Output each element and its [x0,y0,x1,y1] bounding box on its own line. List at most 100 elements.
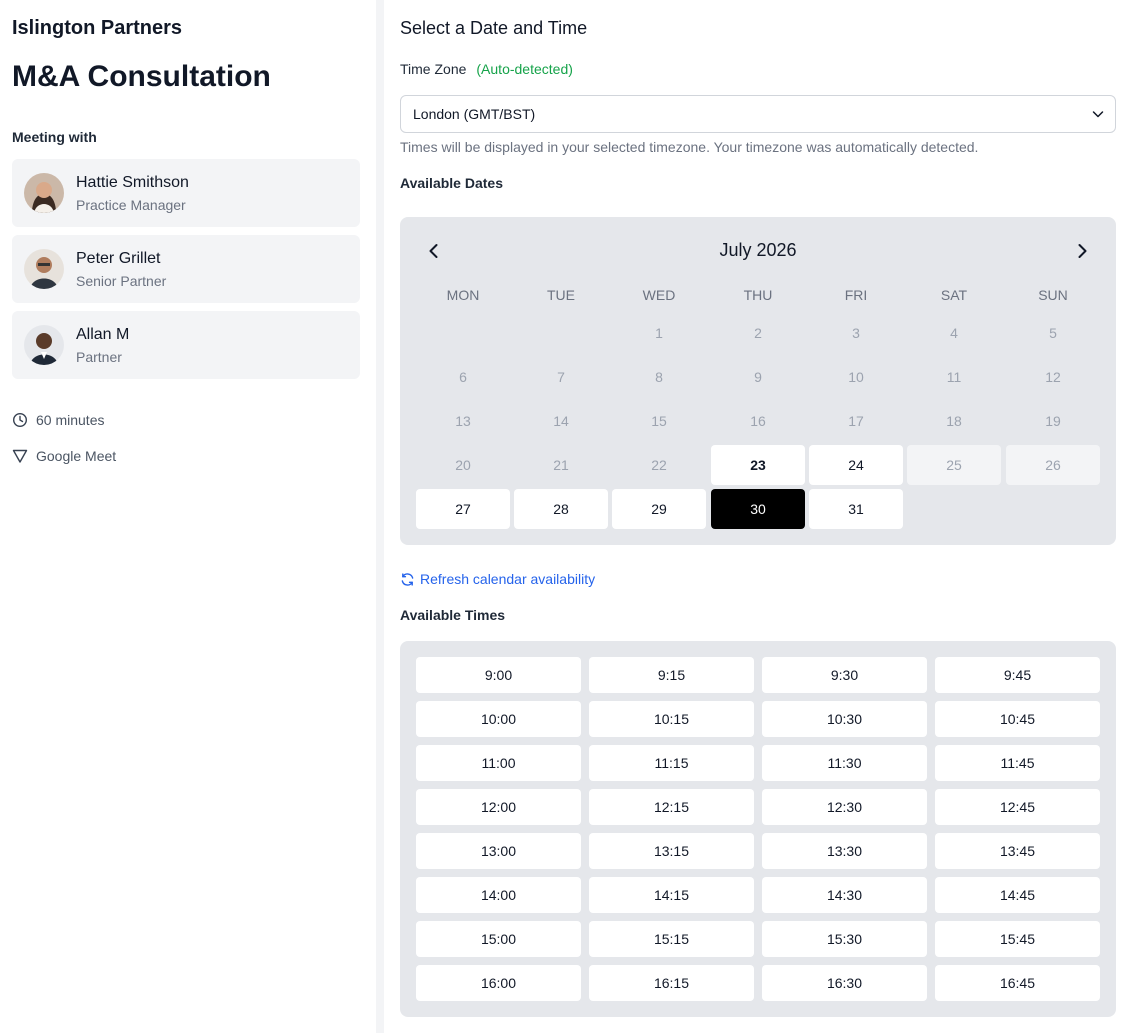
weekday-header: THU [743,287,773,303]
calendar-day: 9 [754,369,762,385]
weekday-header: TUE [547,287,575,303]
avatar [24,249,64,289]
timezone-select[interactable]: London (GMT/BST) [400,95,1116,133]
time-slot[interactable]: 12:00 [416,789,581,825]
time-slot[interactable]: 12:45 [935,789,1100,825]
weekday-header: MON [446,287,480,303]
time-slots: 9:00 9:15 9:30 9:45 10:00 10:15 10:30 10:45 11:0… [400,641,1116,1017]
available-dates-label: Available Dates [400,175,503,191]
calendar-day: 7 [557,369,565,385]
weekday-header: FRI [844,287,868,303]
time-slot[interactable]: 13:00 [416,833,581,869]
host-card: Allan M Partner [12,311,360,379]
calendar-day[interactable]: 28 [514,489,608,529]
calendar-day: 19 [1045,413,1061,429]
timezone-label-text: Time Zone [400,61,467,77]
calendar-day: 12 [1045,369,1061,385]
calendar-day[interactable]: 24 [809,445,903,485]
time-slot[interactable]: 15:30 [762,921,927,957]
calendar-day: 14 [553,413,569,429]
refresh-icon [401,572,414,586]
time-slot[interactable]: 9:00 [416,657,581,693]
refresh-label: Refresh calendar availability [420,571,596,587]
calendar-day: 2 [754,325,762,341]
calendar-day[interactable]: 31 [809,489,903,529]
calendar-day: 18 [946,413,962,429]
meeting-with-label: Meeting with [12,129,97,145]
time-slot[interactable]: 14:30 [762,877,927,913]
section-title: Select a Date and Time [400,18,588,38]
calendar: July 2026 MON TUE WED THU FRI SAT SUN 1 2 3 4 5 6 7 8 9… [400,217,1116,545]
calendar-day: 3 [852,325,860,341]
host-role: Partner [76,349,122,365]
calendar-day: 8 [655,369,663,385]
calendar-day[interactable]: 29 [612,489,706,529]
refresh-availability-link[interactable]: Refresh calendar availability [400,571,595,587]
time-slot[interactable]: 14:00 [416,877,581,913]
weekday-header: SUN [1038,287,1068,303]
calendar-day: 22 [651,457,667,473]
time-slot[interactable]: 14:15 [589,877,754,913]
time-slot[interactable]: 13:45 [935,833,1100,869]
chevron-left-icon[interactable] [424,241,444,261]
time-slot[interactable]: 16:45 [935,965,1100,1001]
time-slot[interactable]: 9:15 [589,657,754,693]
avatar [24,173,64,213]
host-role: Senior Partner [76,273,167,289]
sidebar: Islington Partners M&A Consultation Meet… [0,0,376,1033]
calendar-day[interactable]: 30 [711,489,805,529]
event-title: M&A Consultation [12,60,271,93]
host-name: Allan M [76,326,130,343]
time-slot[interactable]: 9:45 [935,657,1100,693]
panel-divider [376,0,384,1033]
location: Google Meet [12,448,116,464]
time-slot[interactable]: 16:30 [762,965,927,1001]
weekday-header: SAT [940,287,968,303]
time-slot[interactable]: 11:45 [935,745,1100,781]
clock-icon [12,412,28,428]
org-name: Islington Partners [12,17,183,39]
time-slot[interactable]: 14:45 [935,877,1100,913]
calendar-day[interactable]: 27 [416,489,510,529]
time-slot[interactable]: 10:15 [589,701,754,737]
host-role: Practice Manager [76,197,186,213]
time-slot[interactable]: 15:15 [589,921,754,957]
time-slot[interactable]: 10:45 [935,701,1100,737]
calendar-day[interactable]: 23 [711,445,805,485]
time-slot[interactable]: 13:15 [589,833,754,869]
time-slot[interactable]: 9:30 [762,657,927,693]
calendar-day: 1 [655,325,663,341]
time-slot[interactable]: 16:00 [416,965,581,1001]
chevron-right-icon[interactable] [1072,241,1092,261]
time-slot[interactable]: 10:30 [762,701,927,737]
calendar-day: 10 [848,369,864,385]
calendar-day: 20 [455,457,471,473]
calendar-day: 13 [455,413,471,429]
host-name: Peter Grillet [76,250,161,267]
timezone-help: Times will be displayed in your selected… [400,139,979,155]
time-slot[interactable]: 12:30 [762,789,927,825]
weekday-header: WED [642,287,676,303]
calendar-day: 15 [651,413,667,429]
duration-text: 60 minutes [36,412,105,428]
time-slot[interactable]: 13:30 [762,833,927,869]
video-icon [12,449,28,463]
calendar-day: 5 [1049,325,1057,341]
calendar-day: 21 [553,457,569,473]
calendar-day: 4 [950,325,958,341]
time-slot[interactable]: 10:00 [416,701,581,737]
calendar-day: 17 [848,413,864,429]
time-slot[interactable]: 11:30 [762,745,927,781]
time-slot[interactable]: 11:15 [589,745,754,781]
time-slot[interactable]: 15:00 [416,921,581,957]
timezone-selected: London (GMT/BST) [413,106,536,122]
chevron-down-icon [1092,111,1104,118]
calendar-day: 6 [459,369,467,385]
time-slot[interactable]: 11:00 [416,745,581,781]
avatar [24,325,64,365]
time-slot[interactable]: 15:45 [935,921,1100,957]
calendar-day: 26 [1006,445,1100,485]
time-slot[interactable]: 12:15 [589,789,754,825]
location-text: Google Meet [36,448,117,464]
time-slot[interactable]: 16:15 [589,965,754,1001]
